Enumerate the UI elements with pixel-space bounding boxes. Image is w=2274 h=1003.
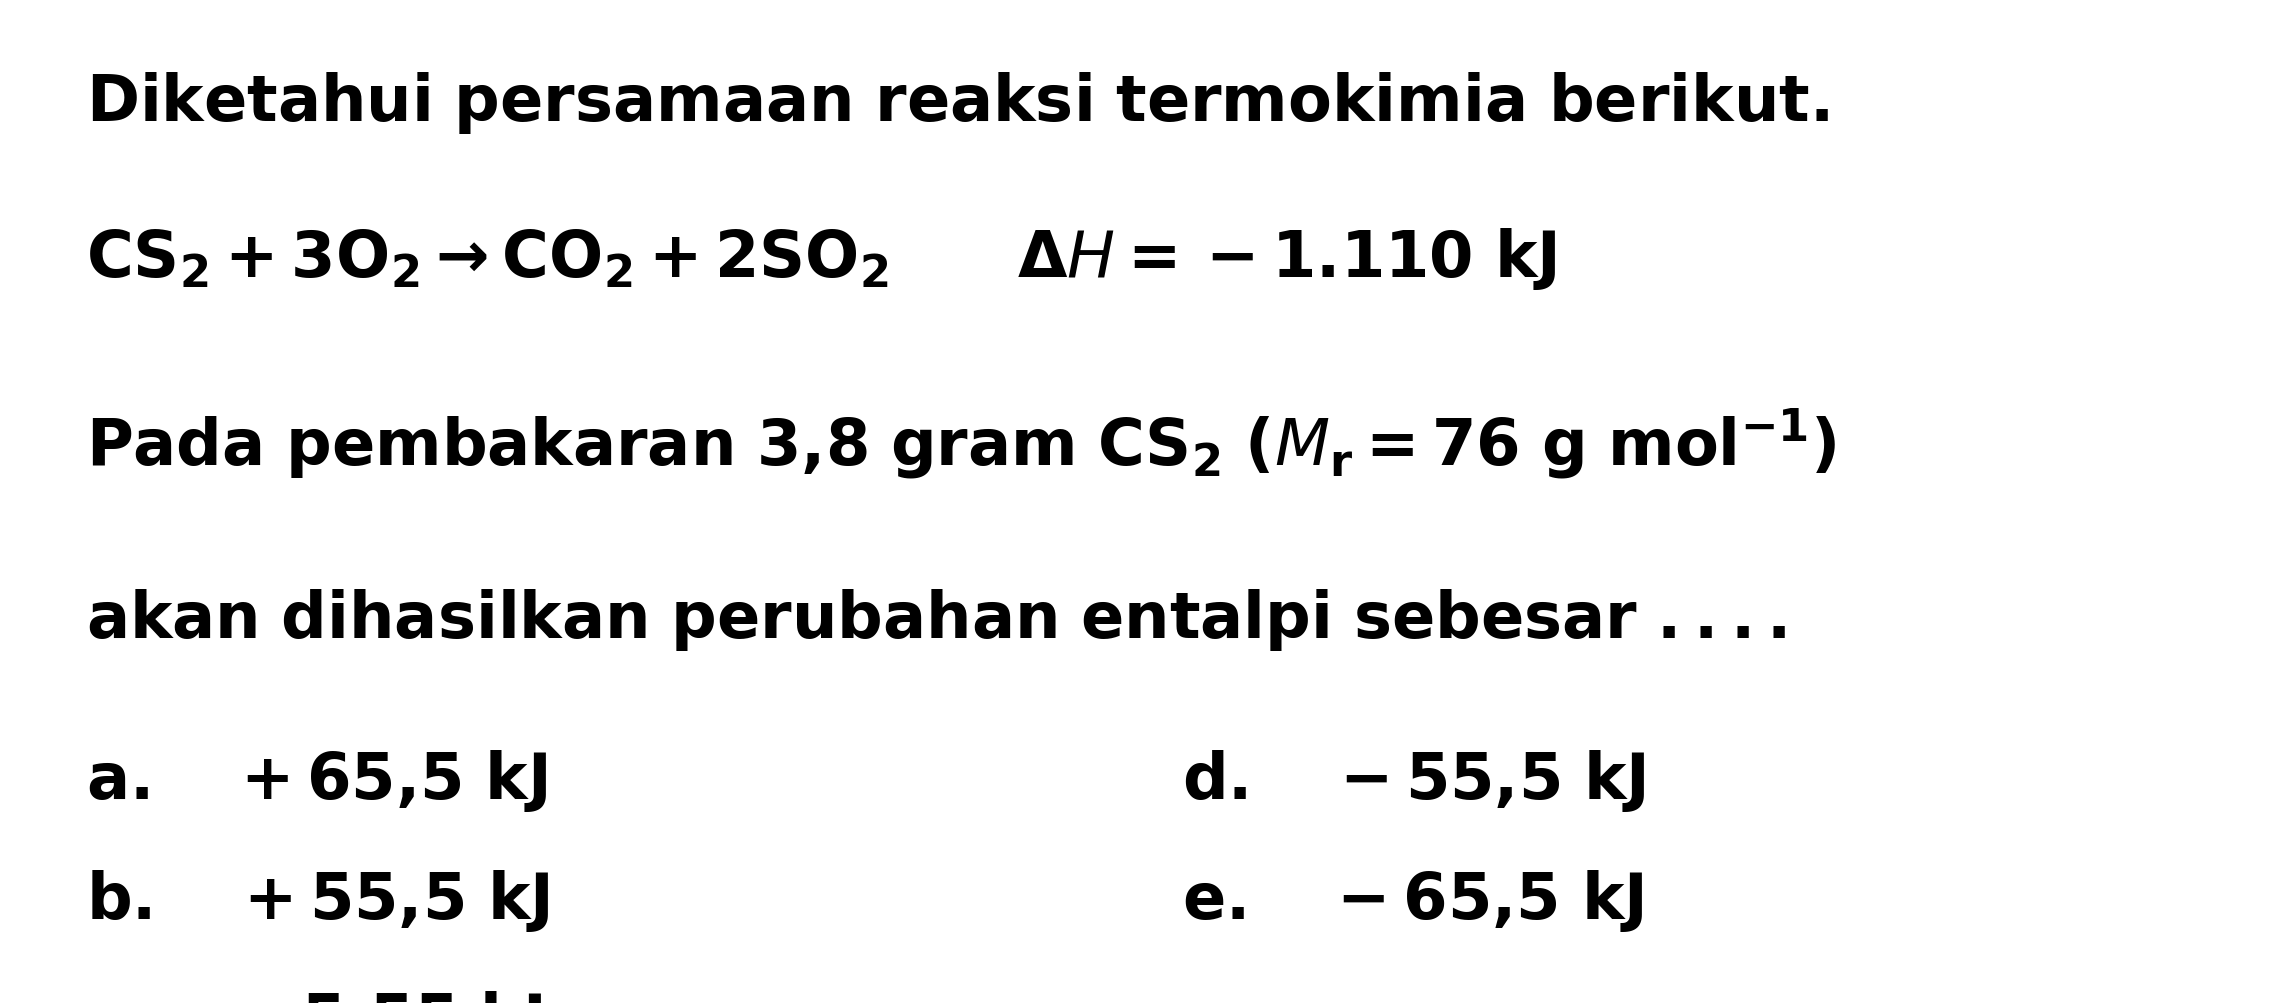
- Text: $\bf{Pada\ pembakaran\ 3{,}8\ gram\ CS_2\ (\mathit{M}_r = 76\ g\ mol^{-1})}$: $\bf{Pada\ pembakaran\ 3{,}8\ gram\ CS_2…: [86, 406, 1837, 480]
- Text: $\bf{b.\quad +55{,}5\ kJ}$: $\bf{b.\quad +55{,}5\ kJ}$: [86, 868, 550, 934]
- Text: $\bf{CS_2 + 3O_2 \rightarrow CO_2 + 2SO_2 \qquad \Delta\mathit{H} = -1.110\ kJ}$: $\bf{CS_2 + 3O_2 \rightarrow CO_2 + 2SO_…: [86, 226, 1558, 292]
- Text: $\bf{d.\quad -55{,}5\ kJ}$: $\bf{d.\quad -55{,}5\ kJ}$: [1182, 747, 1646, 813]
- Text: $\bf{e.\quad -65{,}5\ kJ}$: $\bf{e.\quad -65{,}5\ kJ}$: [1182, 868, 1644, 934]
- Text: $\bf{akan\ dihasilkan\ perubahan\ entalpi\ sebesar\ ....}$: $\bf{akan\ dihasilkan\ perubahan\ entalp…: [86, 587, 1787, 653]
- Text: $\bf{a.\quad + 65{,}5\ kJ}$: $\bf{a.\quad + 65{,}5\ kJ}$: [86, 747, 548, 813]
- Text: $\bf{Diketahui\ persamaan\ reaksi\ termokimia\ berikut.}$: $\bf{Diketahui\ persamaan\ reaksi\ termo…: [86, 70, 1828, 136]
- Text: $\bf{c.\quad -5{,}55\ kJ}$: $\bf{c.\quad -5{,}55\ kJ}$: [86, 988, 541, 1003]
